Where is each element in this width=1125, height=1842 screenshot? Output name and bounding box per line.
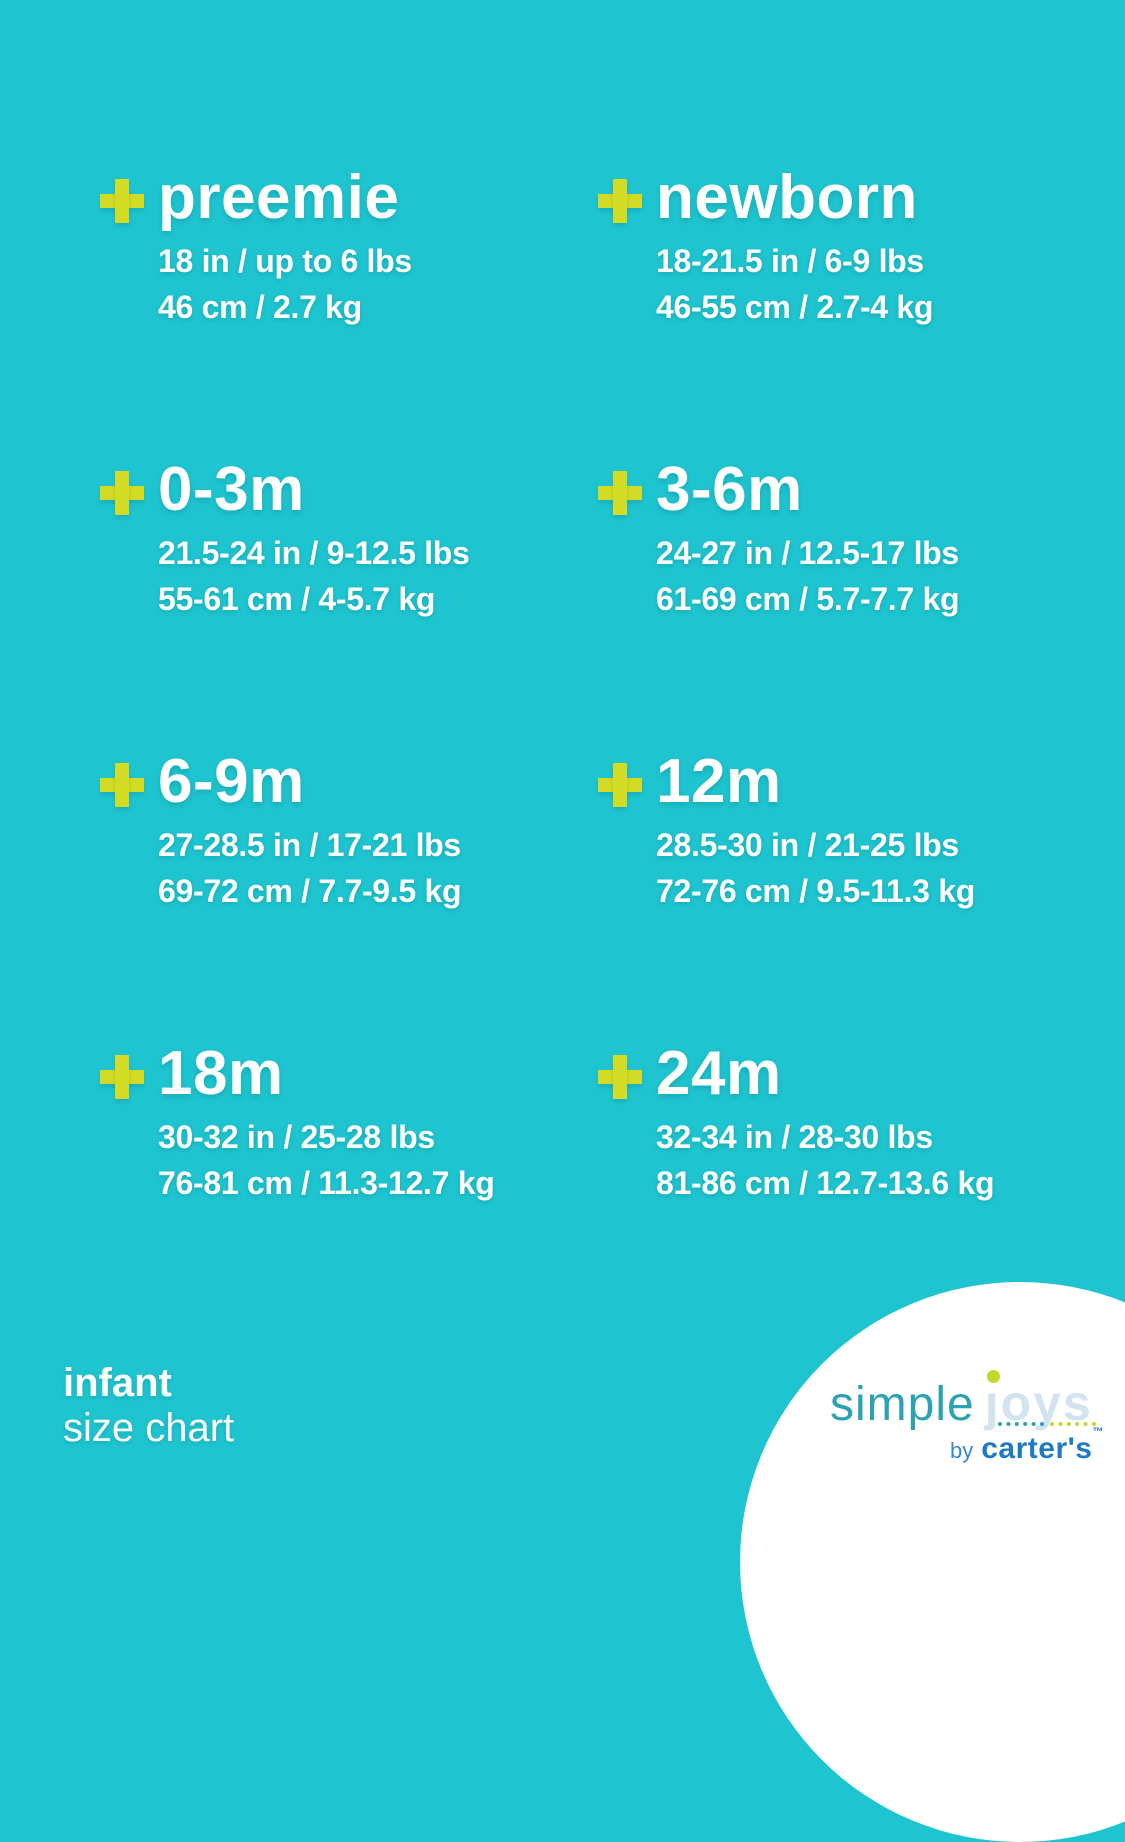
- size-block-newborn: newborn 18-21.5 in / 6-9 lbs 46-55 cm / …: [598, 166, 1068, 330]
- logo-simple-text: simple: [830, 1378, 975, 1431]
- plus-icon: [100, 179, 144, 223]
- size-info: 6-9m 27-28.5 in / 17-21 lbs 69-72 cm / 7…: [158, 747, 462, 914]
- size-info: 12m 28.5-30 in / 21-25 lbs 72-76 cm / 9.…: [656, 750, 975, 914]
- size-block-preemie: preemie 18 in / up to 6 lbs 46 cm / 2.7 …: [100, 166, 570, 330]
- size-block-18m: 18m 30-32 in / 25-28 lbs 76-81 cm / 11.3…: [100, 1042, 570, 1206]
- plus-icon: [598, 179, 642, 223]
- size-metric: 76-81 cm / 11.3-12.7 kg: [158, 1165, 495, 1201]
- infant-size-chart-page: { "page": { "background_color": "#1EC5D0…: [63, 165, 1125, 1842]
- size-metric: 46 cm / 2.7 kg: [158, 289, 362, 325]
- size-info: 0-3m 21.5-24 in / 9-12.5 lbs 55-61 cm / …: [158, 458, 470, 622]
- plus-icon: [100, 763, 144, 807]
- size-imperial: 21.5-24 in / 9-12.5 lbs: [158, 535, 470, 571]
- plus-icon: [100, 471, 144, 515]
- size-metric: 61-69 cm / 5.7-7.7 kg: [656, 581, 960, 617]
- chart-category-label: infant: [63, 1361, 172, 1405]
- joys-j-dot-icon: [986, 1370, 1000, 1383]
- size-info: 24m 32-34 in / 28-30 lbs 81-86 cm / 12.7…: [656, 1039, 995, 1206]
- size-label: 12m: [656, 747, 782, 816]
- chart-title: infant size chart: [63, 1360, 234, 1450]
- logo-by-text: by: [950, 1438, 974, 1463]
- brand-logo-byline: by carter's™: [950, 1426, 1104, 1466]
- logo-joys-text: ȷoys: [985, 1370, 1093, 1432]
- trademark-symbol: ™: [1092, 1426, 1104, 1438]
- chart-type-label: size chart: [63, 1406, 235, 1450]
- size-imperial: 30-32 in / 25-28 lbs: [158, 1119, 435, 1155]
- size-imperial: 24-27 in / 12.5-17 lbs: [656, 535, 959, 571]
- size-imperial: 27-28.5 in / 17-21 lbs: [158, 827, 461, 863]
- plus-icon: [598, 1055, 642, 1099]
- size-label: 0-3m: [158, 455, 305, 524]
- size-info: 3-6m 24-27 in / 12.5-17 lbs 61-69 cm / 5…: [656, 455, 960, 622]
- size-block-24m: 24m 32-34 in / 28-30 lbs 81-86 cm / 12.7…: [598, 1042, 1068, 1206]
- size-block-3-6m: 3-6m 24-27 in / 12.5-17 lbs 61-69 cm / 5…: [598, 458, 1068, 622]
- size-imperial: 18 in / up to 6 lbs: [158, 243, 412, 279]
- dotted-underline-teal: [998, 1422, 1044, 1426]
- size-block-0-3m: 0-3m 21.5-24 in / 9-12.5 lbs 55-61 cm / …: [100, 458, 570, 622]
- size-label: 6-9m: [158, 747, 305, 816]
- size-info: 18m 30-32 in / 25-28 lbs 76-81 cm / 11.3…: [158, 1039, 495, 1206]
- size-label: 18m: [158, 1039, 284, 1108]
- size-metric: 46-55 cm / 2.7-4 kg: [656, 289, 934, 325]
- size-metric: 69-72 cm / 7.7-9.5 kg: [158, 873, 462, 909]
- size-block-12m: 12m 28.5-30 in / 21-25 lbs 72-76 cm / 9.…: [598, 750, 1068, 914]
- brand-logo-wordmark: simple ȷoys: [830, 1370, 1093, 1432]
- plus-icon: [598, 471, 642, 515]
- dotted-underline-lime: [1050, 1422, 1096, 1426]
- size-info: preemie 18 in / up to 6 lbs 46 cm / 2.7 …: [158, 166, 412, 330]
- size-imperial: 28.5-30 in / 21-25 lbs: [656, 827, 959, 863]
- size-metric: 81-86 cm / 12.7-13.6 kg: [656, 1165, 995, 1201]
- size-label: newborn: [656, 163, 918, 232]
- size-block-6-9m: 6-9m 27-28.5 in / 17-21 lbs 69-72 cm / 7…: [100, 750, 570, 914]
- size-label: preemie: [158, 163, 400, 232]
- size-label: 3-6m: [656, 455, 803, 524]
- size-info: newborn 18-21.5 in / 6-9 lbs 46-55 cm / …: [656, 166, 933, 330]
- size-label: 24m: [656, 1039, 782, 1108]
- size-imperial: 32-34 in / 28-30 lbs: [656, 1119, 933, 1155]
- size-metric: 72-76 cm / 9.5-11.3 kg: [656, 873, 975, 909]
- logo-carters-text: carter's™: [981, 1426, 1104, 1465]
- size-imperial: 18-21.5 in / 6-9 lbs: [656, 243, 924, 279]
- plus-icon: [100, 1055, 144, 1099]
- size-metric: 55-61 cm / 4-5.7 kg: [158, 581, 436, 617]
- brand-logo-circle: simple ȷoys by carter's™: [740, 1282, 1125, 1842]
- plus-icon: [598, 763, 642, 807]
